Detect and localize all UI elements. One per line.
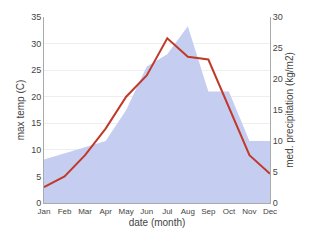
svg-text:Jul: Jul xyxy=(162,207,172,216)
svg-text:5: 5 xyxy=(273,167,278,177)
svg-text:May: May xyxy=(119,207,134,216)
svg-text:Aug: Aug xyxy=(181,207,195,216)
svg-text:10: 10 xyxy=(31,145,41,155)
svg-text:20: 20 xyxy=(31,92,41,102)
svg-text:Oct: Oct xyxy=(223,207,236,216)
svg-text:Jun: Jun xyxy=(140,207,153,216)
svg-text:25: 25 xyxy=(31,65,41,75)
svg-text:max temp (C): max temp (C) xyxy=(15,80,26,141)
svg-text:Apr: Apr xyxy=(99,207,112,216)
svg-text:15: 15 xyxy=(31,118,41,128)
svg-text:med. precipitation (kg/m2): med. precipitation (kg/m2) xyxy=(284,52,295,168)
svg-text:0: 0 xyxy=(36,198,41,208)
svg-text:10: 10 xyxy=(273,136,283,146)
svg-text:20: 20 xyxy=(273,74,283,84)
svg-text:Dec: Dec xyxy=(263,207,277,216)
svg-text:Jan: Jan xyxy=(38,207,51,216)
svg-text:30: 30 xyxy=(31,39,41,49)
svg-text:35: 35 xyxy=(31,12,41,22)
svg-text:25: 25 xyxy=(273,43,283,53)
svg-text:15: 15 xyxy=(273,105,283,115)
svg-text:5: 5 xyxy=(36,172,41,182)
svg-text:30: 30 xyxy=(273,12,283,22)
svg-text:Sep: Sep xyxy=(201,207,216,216)
svg-text:date (month): date (month) xyxy=(129,217,186,228)
svg-text:Feb: Feb xyxy=(58,207,72,216)
svg-text:Mar: Mar xyxy=(78,207,92,216)
svg-text:Nov: Nov xyxy=(242,207,256,216)
svg-text:0: 0 xyxy=(273,198,278,208)
